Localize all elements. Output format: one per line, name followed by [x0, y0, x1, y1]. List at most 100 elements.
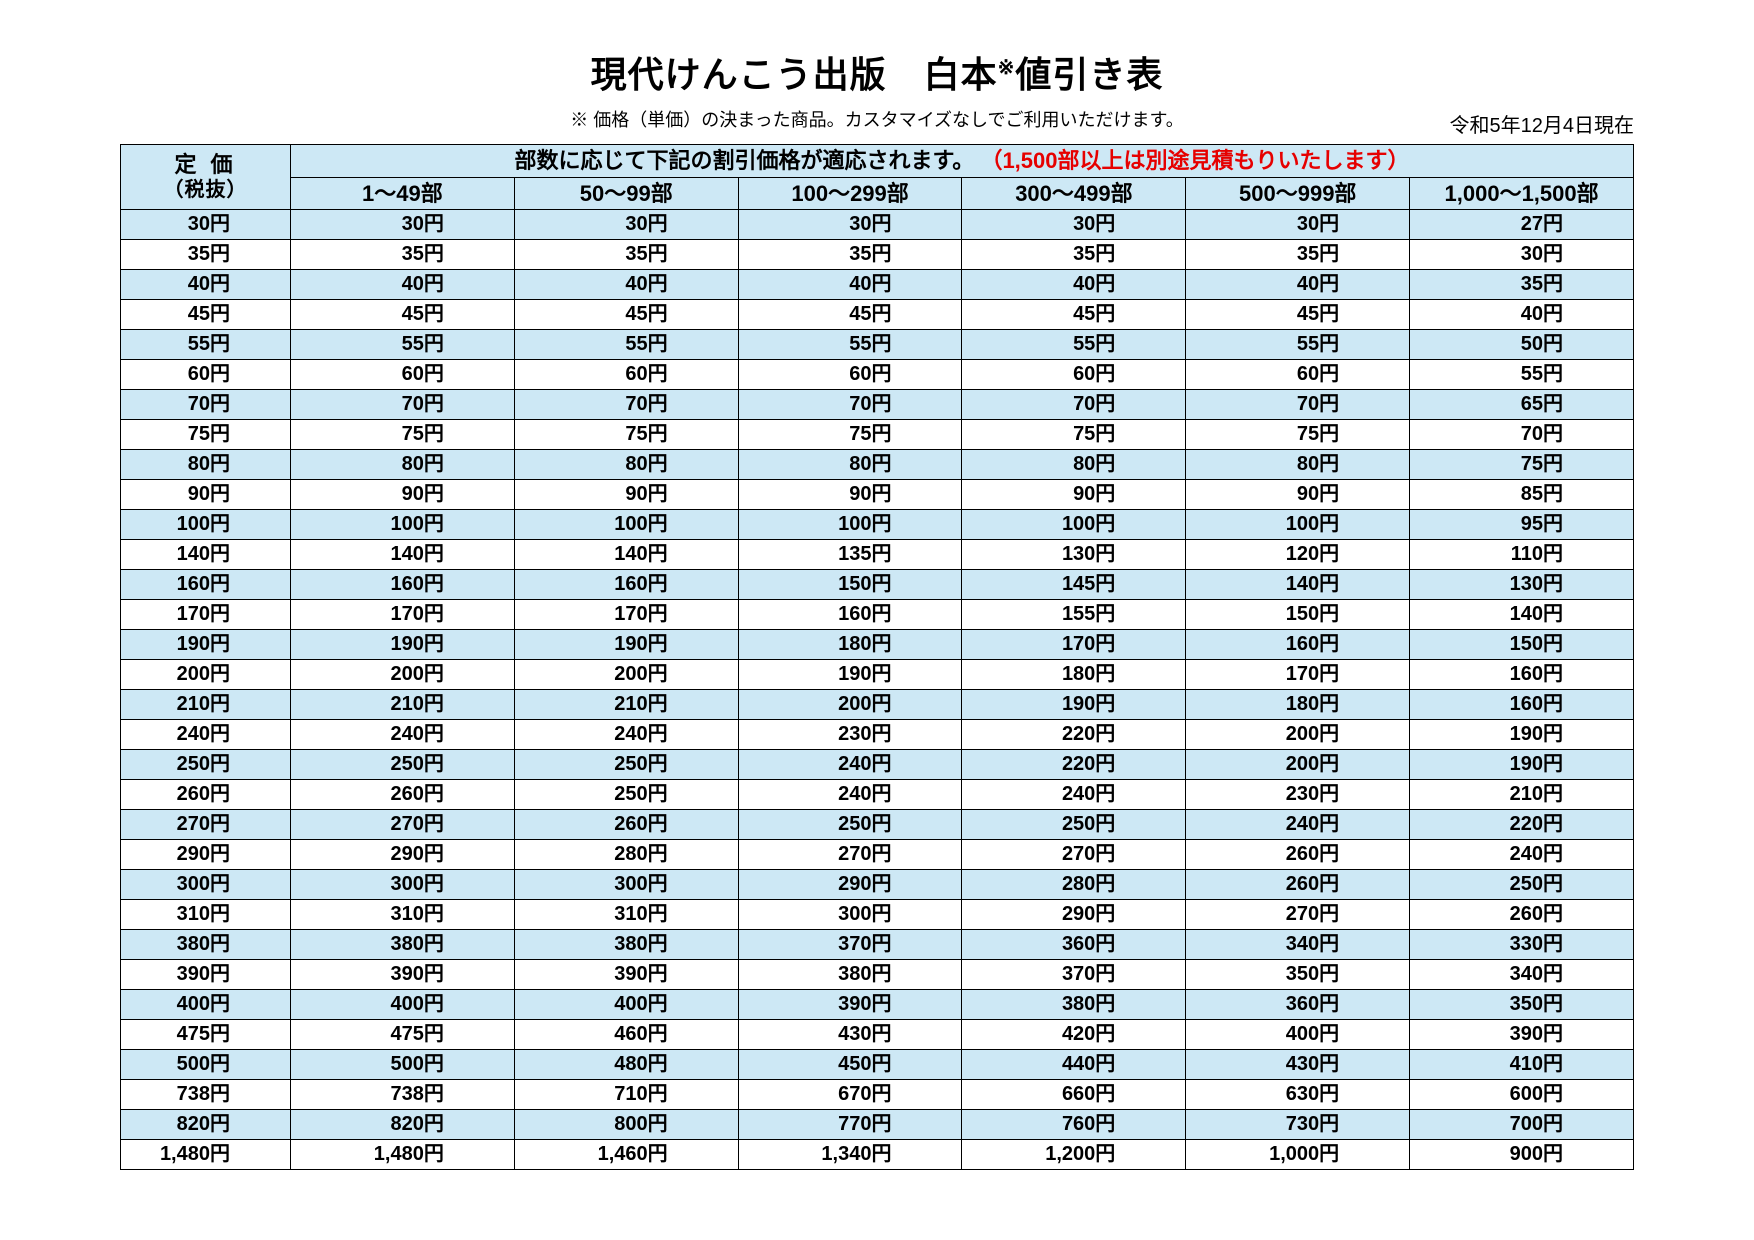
- data-cell: 90円: [962, 480, 1186, 510]
- data-cell: 110円: [1410, 540, 1634, 570]
- price-cell: 260円: [121, 780, 291, 810]
- price-header: 定 価 （税抜）: [121, 145, 291, 210]
- data-cell: 200円: [1186, 750, 1410, 780]
- data-cell: 160円: [1186, 630, 1410, 660]
- data-cell: 330円: [1410, 930, 1634, 960]
- table-row: 190円190円190円180円170円160円150円: [121, 630, 1634, 660]
- price-cell: 380円: [121, 930, 291, 960]
- data-cell: 30円: [514, 210, 738, 240]
- data-cell: 30円: [738, 210, 962, 240]
- data-cell: 670円: [738, 1080, 962, 1110]
- data-cell: 60円: [1186, 360, 1410, 390]
- data-cell: 100円: [514, 510, 738, 540]
- col-header-1: 1～49部: [291, 177, 515, 210]
- data-cell: 200円: [514, 660, 738, 690]
- price-cell: 80円: [121, 450, 291, 480]
- data-cell: 55円: [962, 330, 1186, 360]
- page-title: 現代けんこう出版 白本※値引き表: [120, 46, 1634, 98]
- data-cell: 500円: [291, 1050, 515, 1080]
- table-row: 380円380円380円370円360円340円330円: [121, 930, 1634, 960]
- col-header-5: 500～999部: [1186, 177, 1410, 210]
- data-cell: 85円: [1410, 480, 1634, 510]
- data-cell: 55円: [514, 330, 738, 360]
- data-cell: 160円: [1410, 660, 1634, 690]
- price-cell: 738円: [121, 1080, 291, 1110]
- data-cell: 75円: [962, 420, 1186, 450]
- data-cell: 280円: [962, 870, 1186, 900]
- data-cell: 45円: [514, 300, 738, 330]
- price-cell: 200円: [121, 660, 291, 690]
- data-cell: 170円: [1186, 660, 1410, 690]
- data-cell: 30円: [1410, 240, 1634, 270]
- data-cell: 440円: [962, 1050, 1186, 1080]
- data-cell: 40円: [514, 270, 738, 300]
- data-cell: 70円: [291, 390, 515, 420]
- table-row: 100円100円100円100円100円100円95円: [121, 510, 1634, 540]
- data-cell: 30円: [291, 210, 515, 240]
- data-cell: 70円: [962, 390, 1186, 420]
- data-cell: 220円: [962, 750, 1186, 780]
- table-row: 310円310円310円300円290円270円260円: [121, 900, 1634, 930]
- data-cell: 55円: [1410, 360, 1634, 390]
- data-cell: 170円: [514, 600, 738, 630]
- data-cell: 600円: [1410, 1080, 1634, 1110]
- table-row: 250円250円250円240円220円200円190円: [121, 750, 1634, 780]
- table-row: 290円290円280円270円270円260円240円: [121, 840, 1634, 870]
- data-cell: 310円: [291, 900, 515, 930]
- price-cell: 45円: [121, 300, 291, 330]
- data-cell: 35円: [1410, 270, 1634, 300]
- price-cell: 270円: [121, 810, 291, 840]
- data-cell: 60円: [514, 360, 738, 390]
- data-cell: 475円: [291, 1020, 515, 1050]
- data-cell: 45円: [1186, 300, 1410, 330]
- data-cell: 370円: [738, 930, 962, 960]
- price-cell: 55円: [121, 330, 291, 360]
- data-cell: 35円: [1186, 240, 1410, 270]
- header-row-1: 定 価 （税抜） 部数に応じて下記の割引価格が適応されます。 （1,500部以上…: [121, 145, 1634, 178]
- data-cell: 400円: [291, 990, 515, 1020]
- table-row: 40円40円40円40円40円40円35円: [121, 270, 1634, 300]
- data-cell: 350円: [1186, 960, 1410, 990]
- data-cell: 300円: [738, 900, 962, 930]
- data-cell: 90円: [514, 480, 738, 510]
- data-cell: 240円: [1186, 810, 1410, 840]
- data-cell: 260円: [1186, 840, 1410, 870]
- table-row: 820円820円800円770円760円730円700円: [121, 1110, 1634, 1140]
- data-cell: 400円: [1186, 1020, 1410, 1050]
- data-cell: 70円: [738, 390, 962, 420]
- price-cell: 290円: [121, 840, 291, 870]
- price-cell: 60円: [121, 360, 291, 390]
- data-cell: 180円: [962, 660, 1186, 690]
- table-row: 400円400円400円390円380円360円350円: [121, 990, 1634, 1020]
- data-cell: 800円: [514, 1110, 738, 1140]
- data-cell: 140円: [291, 540, 515, 570]
- data-cell: 95円: [1410, 510, 1634, 540]
- table-row: 35円35円35円35円35円35円30円: [121, 240, 1634, 270]
- data-cell: 270円: [1186, 900, 1410, 930]
- data-cell: 250円: [1410, 870, 1634, 900]
- data-cell: 200円: [738, 690, 962, 720]
- data-cell: 65円: [1410, 390, 1634, 420]
- data-cell: 30円: [1186, 210, 1410, 240]
- data-cell: 300円: [291, 870, 515, 900]
- data-cell: 35円: [962, 240, 1186, 270]
- data-cell: 400円: [514, 990, 738, 1020]
- table-row: 1,480円1,480円1,460円1,340円1,200円1,000円900円: [121, 1140, 1634, 1170]
- table-row: 170円170円170円160円155円150円140円: [121, 600, 1634, 630]
- data-cell: 1,460円: [514, 1140, 738, 1170]
- data-cell: 770円: [738, 1110, 962, 1140]
- price-cell: 90円: [121, 480, 291, 510]
- data-cell: 250円: [291, 750, 515, 780]
- data-cell: 210円: [1410, 780, 1634, 810]
- data-cell: 460円: [514, 1020, 738, 1050]
- subtitle-row: ※ 価格（単価）の決まった商品。カスタマイズなしでご利用いただけます。 令和5年…: [120, 106, 1634, 132]
- data-cell: 60円: [738, 360, 962, 390]
- data-cell: 300円: [514, 870, 738, 900]
- data-cell: 240円: [738, 750, 962, 780]
- data-cell: 160円: [291, 570, 515, 600]
- data-cell: 75円: [1186, 420, 1410, 450]
- data-cell: 290円: [962, 900, 1186, 930]
- discount-table: 定 価 （税抜） 部数に応じて下記の割引価格が適応されます。 （1,500部以上…: [120, 144, 1634, 1170]
- title-suffix: 値引き表: [1015, 54, 1163, 95]
- price-cell: 140円: [121, 540, 291, 570]
